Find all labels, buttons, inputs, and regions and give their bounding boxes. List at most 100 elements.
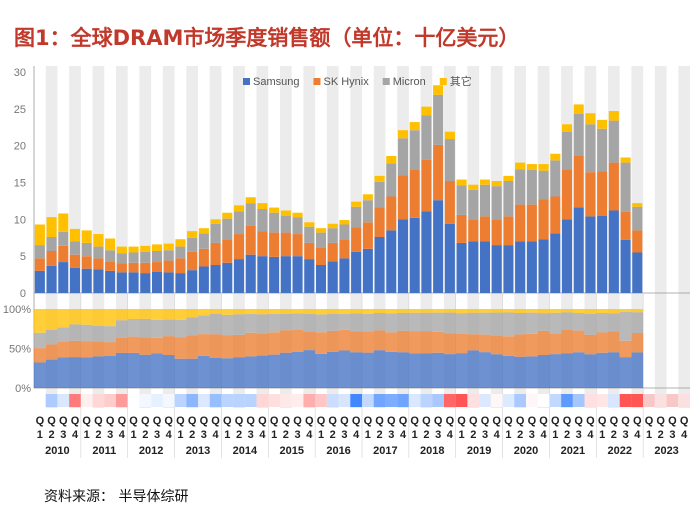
quarter-number-label: 3 <box>388 429 394 441</box>
bar-segment <box>280 210 291 216</box>
quarter-number-label: 3 <box>201 429 207 441</box>
heat-cell <box>198 394 210 407</box>
heat-cell <box>162 394 175 407</box>
bar-segment <box>550 233 561 293</box>
quarter-number-label: 4 <box>72 429 79 441</box>
quarter-number-label: 4 <box>166 429 173 441</box>
bar-segment <box>444 181 455 224</box>
bar-segment <box>140 273 151 293</box>
heat-cell <box>338 394 351 407</box>
bar-segment <box>421 115 432 160</box>
bar-segment <box>456 242 467 293</box>
quarter-prefix-label: Q <box>352 415 361 427</box>
bar-segment <box>362 222 373 249</box>
bar-segment <box>397 138 409 176</box>
bar-segment <box>585 124 596 173</box>
bar-segment <box>175 246 186 259</box>
bar-segment <box>280 232 291 257</box>
bar-segment <box>538 170 549 200</box>
quarter-prefix-label: Q <box>153 415 162 427</box>
heat-cell <box>350 394 362 407</box>
heat-cell <box>291 394 304 407</box>
bar-segment <box>116 263 127 273</box>
bar-segment <box>550 196 561 234</box>
bar-segment <box>245 254 256 293</box>
quarter-prefix-label: Q <box>656 415 665 427</box>
quarter-number-label: 3 <box>623 429 629 441</box>
bar-segment <box>620 211 631 240</box>
heat-cell <box>572 394 585 407</box>
bar-segment <box>257 203 268 210</box>
bar-segment <box>327 228 338 243</box>
quarter-number-label: 3 <box>248 429 254 441</box>
quarter-number-label: 2 <box>95 429 101 441</box>
quarter-number-label: 2 <box>189 429 195 441</box>
year-label: 2016 <box>326 445 350 457</box>
quarter-number-label: 2 <box>283 429 289 441</box>
bar-segment <box>187 237 198 252</box>
heat-cell <box>362 394 374 407</box>
shade-column <box>139 66 152 408</box>
quarter-number-label: 2 <box>49 429 55 441</box>
bar-segment <box>585 172 596 217</box>
bar-segment <box>315 228 327 233</box>
quarter-prefix-label: Q <box>129 415 138 427</box>
shade-column <box>654 66 667 408</box>
quarter-number-label: 2 <box>564 429 570 441</box>
heat-cell <box>34 394 46 407</box>
bar-segment <box>128 272 139 293</box>
bar-segment <box>421 159 432 212</box>
quarter-prefix-label: Q <box>176 415 185 427</box>
shade-column <box>116 66 128 408</box>
bar-segment <box>69 267 81 293</box>
bar-segment <box>315 265 327 293</box>
bar-segment <box>433 94 444 145</box>
share-band <box>34 350 644 388</box>
heat-cell <box>654 394 667 407</box>
heat-cell <box>490 394 503 407</box>
legend-swatch <box>439 78 447 85</box>
bar-segment <box>46 251 57 266</box>
bar-segment <box>386 155 397 164</box>
bar-segment <box>210 223 221 243</box>
quarter-number-label: 4 <box>213 429 220 441</box>
bar-segment <box>561 219 573 293</box>
bar-segment <box>93 269 104 293</box>
quarter-prefix-label: Q <box>246 415 255 427</box>
quarter-prefix-label: Q <box>235 415 244 427</box>
quarter-number-label: 2 <box>142 429 148 441</box>
bar-segment <box>515 169 526 205</box>
quarter-prefix-label: Q <box>645 415 654 427</box>
quarter-prefix-label: Q <box>539 415 548 427</box>
bar-segment <box>374 237 385 293</box>
axis-labels: 051015202530100%50%0%Q1Q2Q3Q4Q1Q2Q3Q4Q1Q… <box>3 67 689 457</box>
bar-segment <box>210 242 221 266</box>
growth-heat-strip <box>34 394 690 407</box>
bar-segment <box>620 162 631 212</box>
bar-segment <box>257 209 268 232</box>
bar-segment <box>351 251 362 293</box>
quarter-prefix-label: Q <box>516 415 525 427</box>
bar-segment <box>269 212 280 233</box>
share-tick-label: 100% <box>3 304 31 316</box>
bar-segment <box>526 204 537 242</box>
quarter-number-label: 2 <box>470 429 476 441</box>
bar-segment <box>433 85 444 95</box>
bar-segment <box>503 181 514 217</box>
y-tick-label: 10 <box>14 214 26 226</box>
bar-segment <box>397 219 409 293</box>
heat-cell <box>420 394 433 407</box>
bar-segment <box>233 211 245 235</box>
bar-segment <box>151 271 163 293</box>
quarter-number-label: 3 <box>482 429 488 441</box>
quarter-prefix-label: Q <box>621 415 630 427</box>
heat-cell <box>537 394 550 407</box>
quarter-number-label: 4 <box>634 429 641 441</box>
bar-segment <box>304 242 315 260</box>
quarter-prefix-label: Q <box>293 415 302 427</box>
bar-segment <box>233 259 245 293</box>
heat-cell <box>186 394 198 407</box>
quarter-number-label: 1 <box>412 429 418 441</box>
heat-cell <box>444 394 456 407</box>
quarter-prefix-label: Q <box>364 415 373 427</box>
